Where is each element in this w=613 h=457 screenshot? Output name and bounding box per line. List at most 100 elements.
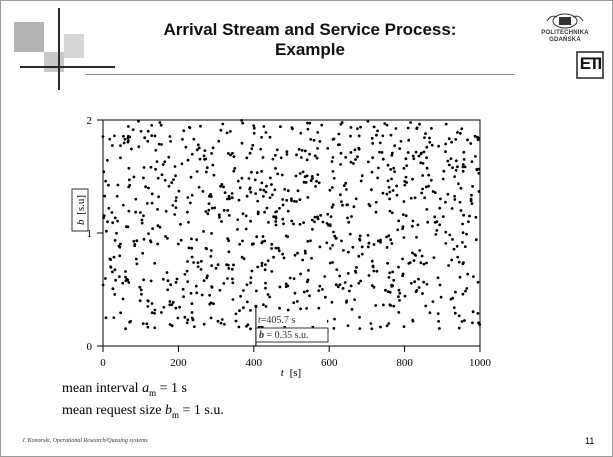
- scatter-point: [242, 306, 245, 310]
- x-axis-label: t [s]: [281, 367, 301, 379]
- scatter-point: [385, 123, 389, 127]
- scatter-point: [308, 152, 311, 156]
- scatter-point: [340, 239, 343, 243]
- scatter-point: [204, 157, 208, 161]
- scatter-point: [354, 271, 358, 274]
- scatter-point: [126, 278, 130, 282]
- scatter-point: [315, 156, 319, 160]
- scatter-point: [244, 227, 248, 231]
- scatter-point: [354, 197, 358, 201]
- scatter-point: [469, 142, 473, 145]
- scatter-point: [413, 280, 417, 284]
- scatter-point: [298, 172, 302, 175]
- scatter-point: [150, 201, 154, 205]
- scatter-point: [471, 310, 475, 314]
- scatter-point: [357, 147, 361, 151]
- scatter-point: [349, 151, 353, 154]
- scatter-point: [375, 133, 378, 137]
- scatter-point: [330, 186, 334, 189]
- scatter-point: [236, 179, 240, 183]
- scatter-point: [450, 140, 453, 144]
- scatter-point: [356, 155, 359, 159]
- scatter-point: [427, 184, 430, 188]
- scatter-point: [128, 135, 132, 139]
- scatter-point: [397, 265, 400, 269]
- scatter-point: [179, 238, 183, 242]
- scatter-point: [396, 228, 400, 232]
- scatter-point: [227, 239, 231, 243]
- scatter-point: [102, 214, 106, 218]
- scatter-point: [142, 214, 145, 218]
- svg-text:b [s.u]: b [s.u]: [75, 195, 87, 225]
- scatter-point: [422, 150, 426, 154]
- scatter-point: [283, 188, 287, 191]
- scatter-point: [389, 238, 392, 242]
- scatter-point: [133, 243, 137, 246]
- scatter-point: [438, 327, 441, 330]
- scatter-point: [195, 238, 199, 242]
- scatter-point: [204, 170, 208, 174]
- scatter-point: [168, 300, 172, 303]
- scatter-point: [382, 303, 385, 307]
- scatter-point: [189, 291, 193, 295]
- scatter-point: [467, 220, 470, 224]
- scatter-point: [447, 137, 451, 141]
- scatter-point: [324, 295, 327, 299]
- scatter-point: [190, 246, 194, 250]
- scatter-point: [461, 169, 465, 173]
- scatter-point: [317, 306, 321, 310]
- scatter-point: [313, 154, 317, 158]
- scatter-point: [416, 223, 420, 227]
- scatter-point: [299, 272, 302, 276]
- scatter-point: [351, 245, 355, 249]
- scatter-point: [436, 312, 440, 315]
- scatter-point: [420, 191, 424, 195]
- scatter-point: [174, 199, 178, 203]
- scatter-point: [319, 214, 322, 217]
- scatter-point: [270, 183, 273, 186]
- scatter-point: [222, 209, 226, 212]
- y-axis: 0 1 2: [87, 115, 103, 353]
- scatter-point: [214, 266, 218, 270]
- scatter-point: [310, 218, 314, 222]
- scatter-point: [332, 327, 336, 330]
- scatter-point: [397, 219, 401, 223]
- scatter-point: [231, 151, 234, 155]
- scatter-point: [372, 125, 376, 129]
- decor-line: [20, 66, 115, 68]
- scatter-point: [271, 157, 275, 161]
- scatter-point: [370, 170, 374, 174]
- scatter-point: [156, 208, 159, 211]
- scatter-point: [281, 252, 284, 256]
- scatter-point: [313, 215, 317, 219]
- scatter-point: [305, 307, 308, 310]
- scatter-point: [397, 295, 400, 298]
- scatter-point: [437, 320, 440, 323]
- scatter-point: [419, 161, 423, 165]
- scatter-point: [262, 188, 266, 192]
- scatter-point: [220, 318, 224, 321]
- university-logo: POLITECHNIKA GDAŃSKA ETI: [525, 12, 605, 82]
- scatter-point: [166, 279, 170, 283]
- scatter-point: [157, 142, 161, 146]
- scatter-point: [374, 304, 377, 307]
- scatter-point: [447, 163, 451, 167]
- scatter-point: [388, 209, 392, 213]
- scatter-point: [219, 321, 223, 325]
- scatter-point: [153, 311, 156, 315]
- scatter-point: [172, 178, 175, 182]
- scatter-point: [226, 152, 230, 155]
- scatter-point: [266, 293, 270, 296]
- scatter-point: [355, 266, 358, 269]
- scatter-point: [444, 122, 448, 126]
- scatter-point: [210, 152, 214, 155]
- annotation-b: b = 0.35 s.u.: [259, 330, 309, 341]
- scatter-point: [326, 212, 330, 216]
- scatter-point: [113, 268, 117, 272]
- scatter-point: [159, 123, 163, 127]
- scatter-point: [370, 188, 373, 192]
- scatter-point: [352, 205, 356, 209]
- x-axis-var: t: [281, 367, 285, 379]
- scatter-point: [473, 134, 477, 138]
- scatter-point: [176, 242, 180, 246]
